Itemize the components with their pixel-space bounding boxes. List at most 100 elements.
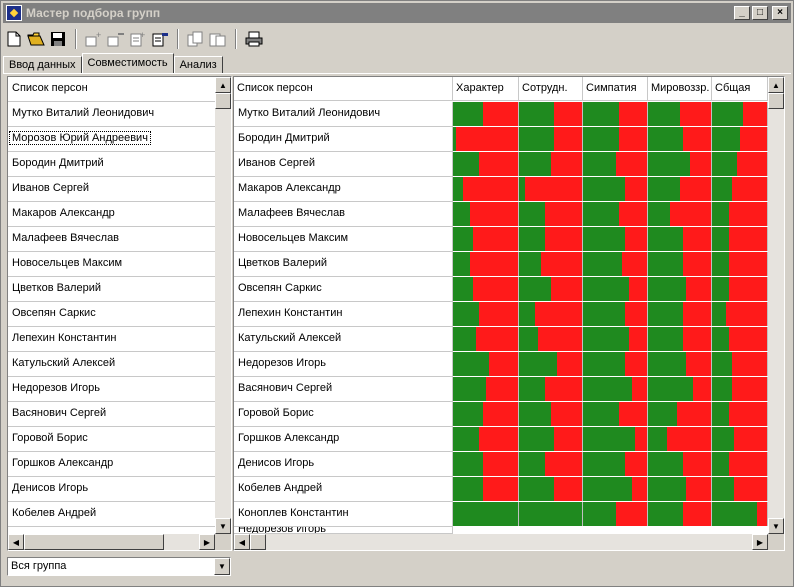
title-bar[interactable]: Мастер подбора групп _ □ × [3, 3, 791, 23]
compatibility-cell[interactable] [519, 252, 583, 276]
scroll-right-button[interactable]: ▶ [752, 534, 768, 550]
table-row[interactable]: Малафеев Вячеслав [234, 202, 453, 227]
compatibility-cell[interactable] [453, 327, 519, 351]
compatibility-cell[interactable] [712, 127, 768, 151]
compatibility-cell[interactable] [583, 227, 648, 251]
compatibility-cell[interactable] [583, 102, 648, 126]
scroll-up-button[interactable]: ▲ [768, 77, 784, 93]
compatibility-cell[interactable] [453, 252, 519, 276]
chevron-down-icon[interactable]: ▼ [214, 558, 230, 575]
compatibility-cell[interactable] [648, 227, 712, 251]
compatibility-cell[interactable] [712, 177, 768, 201]
compatibility-cell[interactable] [453, 202, 519, 226]
compatibility-cell[interactable] [583, 402, 648, 426]
table-row[interactable]: Макаров Александр [234, 177, 453, 202]
list-item[interactable]: Денисов Игорь [8, 477, 215, 502]
grid-horizontal-scrollbar[interactable]: ◀ ▶ [234, 534, 768, 550]
list-item[interactable]: Малафеев Вячеслав [8, 227, 215, 252]
list-item[interactable]: Горшков Александр [8, 452, 215, 477]
edit-page-icon[interactable] [149, 28, 171, 50]
compatibility-cell[interactable] [712, 102, 768, 126]
compatibility-cell[interactable] [648, 202, 712, 226]
compatibility-cell[interactable] [712, 277, 768, 301]
compatibility-cell[interactable] [583, 377, 648, 401]
table-row[interactable]: Мутко Виталий Леонидович [234, 102, 453, 127]
compatibility-cell[interactable] [712, 452, 768, 476]
compatibility-cell[interactable] [648, 327, 712, 351]
save-icon[interactable] [47, 28, 69, 50]
compatibility-cell[interactable] [453, 127, 519, 151]
compatibility-cell[interactable] [648, 502, 712, 526]
compatibility-cell[interactable] [583, 327, 648, 351]
grid-header-persons[interactable]: Список персон [234, 77, 453, 101]
compatibility-cell[interactable] [583, 477, 648, 501]
compatibility-cell[interactable] [712, 402, 768, 426]
table-row[interactable]: Овсепян Саркис [234, 277, 453, 302]
person-list[interactable]: Список персон Мутко Виталий Леонидович Мо… [7, 76, 232, 551]
compatibility-cell[interactable] [519, 352, 583, 376]
compatibility-cell[interactable] [519, 177, 583, 201]
column-header-worldview[interactable]: Мировоззр. [648, 77, 712, 101]
compatibility-cell[interactable] [712, 352, 768, 376]
scroll-thumb[interactable] [250, 534, 266, 550]
compatibility-cell[interactable] [583, 352, 648, 376]
table-row[interactable]: Катульский Алексей [234, 327, 453, 352]
list-item[interactable]: Васянович Сергей [8, 402, 215, 427]
compatibility-cell[interactable] [583, 252, 648, 276]
compatibility-cell[interactable] [712, 302, 768, 326]
compatibility-cell[interactable] [712, 427, 768, 451]
column-header-cooperation[interactable]: Сотрудн. [519, 77, 583, 101]
table-row[interactable]: Иванов Сергей [234, 152, 453, 177]
compatibility-grid[interactable]: Список персон Характер Сотрудн. Симпатия Мир… [233, 76, 785, 551]
list-item[interactable]: Иванов Сергей [8, 177, 215, 202]
compatibility-cell[interactable] [519, 302, 583, 326]
paste-icon[interactable] [207, 28, 229, 50]
list-item[interactable]: Недорезов Игорь [8, 377, 215, 402]
compatibility-cell[interactable] [583, 452, 648, 476]
minimize-button[interactable]: _ [734, 6, 750, 20]
table-row[interactable]: Новосельцев Максим [234, 227, 453, 252]
list-item[interactable]: Овсепян Саркис [8, 302, 215, 327]
grid-vertical-scrollbar[interactable]: ▲ ▼ [768, 77, 784, 534]
add-group-icon[interactable]: + [83, 28, 105, 50]
group-select[interactable]: Вся группа ▼ [7, 557, 231, 576]
compatibility-cell[interactable] [453, 402, 519, 426]
tab-compatibility[interactable]: Совместимость [81, 53, 174, 73]
maximize-button[interactable]: □ [752, 6, 768, 20]
column-header-sympathy[interactable]: Симпатия [583, 77, 648, 101]
scroll-thumb[interactable] [215, 93, 231, 109]
compatibility-cell[interactable] [519, 152, 583, 176]
list-item[interactable]: Горовой Борис [8, 427, 215, 452]
compatibility-cell[interactable] [519, 202, 583, 226]
compatibility-cell[interactable] [648, 477, 712, 501]
remove-group-icon[interactable] [105, 28, 127, 50]
compatibility-cell[interactable] [583, 127, 648, 151]
compatibility-cell[interactable] [453, 102, 519, 126]
column-header-character[interactable]: Характер [453, 77, 519, 101]
scroll-up-button[interactable]: ▲ [215, 77, 231, 93]
list-item[interactable]: Бородин Дмитрий [8, 152, 215, 177]
tab-analysis[interactable]: Анализ [173, 56, 223, 73]
table-row[interactable]: Денисов Игорь [234, 452, 453, 477]
compatibility-cell[interactable] [648, 252, 712, 276]
compatibility-cell[interactable] [648, 127, 712, 151]
compatibility-cell[interactable] [712, 227, 768, 251]
compatibility-cell[interactable] [453, 502, 519, 526]
compatibility-cell[interactable] [519, 127, 583, 151]
left-horizontal-scrollbar[interactable]: ◀ ▶ [8, 534, 215, 550]
scroll-left-button[interactable]: ◀ [234, 534, 250, 550]
compatibility-cell[interactable] [648, 102, 712, 126]
compatibility-cell[interactable] [453, 152, 519, 176]
list-item[interactable]: Цветков Валерий [8, 277, 215, 302]
new-file-icon[interactable] [3, 28, 25, 50]
compatibility-cell[interactable] [519, 452, 583, 476]
scroll-left-button[interactable]: ◀ [8, 534, 24, 550]
compatibility-cell[interactable] [648, 152, 712, 176]
compatibility-cell[interactable] [453, 477, 519, 501]
compatibility-cell[interactable] [712, 502, 768, 526]
compatibility-cell[interactable] [648, 302, 712, 326]
app-icon[interactable] [6, 5, 22, 21]
compatibility-cell[interactable] [519, 102, 583, 126]
compatibility-cell[interactable] [648, 277, 712, 301]
compatibility-cell[interactable] [583, 302, 648, 326]
